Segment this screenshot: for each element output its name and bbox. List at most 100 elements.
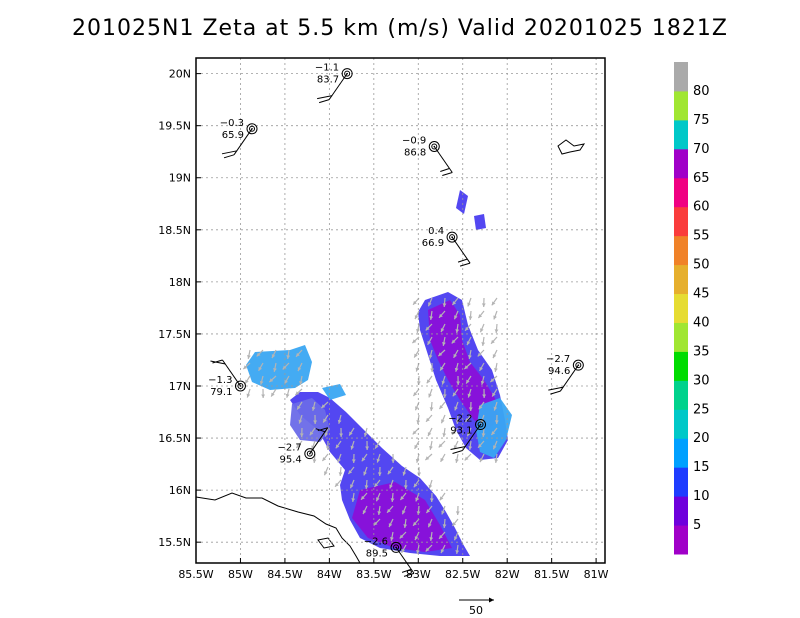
colorbar-label: 25 <box>693 402 710 417</box>
colorbar: 5 10 15 20 25 30 35 40 45 50 55 60 65 70 75 80 <box>674 62 710 555</box>
y-tick-label: 18N <box>169 276 191 289</box>
colorbar-label: 5 <box>693 518 701 533</box>
colorbar-label: 45 <box>693 287 710 302</box>
wind-vector <box>242 362 251 370</box>
wind-vector <box>403 518 408 528</box>
wind-vector <box>455 323 460 333</box>
station-value-bottom: 83.7 <box>317 75 339 86</box>
wind-vector <box>246 388 251 398</box>
wind-vector <box>442 388 447 399</box>
wind-vector <box>415 453 420 463</box>
wind-vector <box>286 349 291 359</box>
colorbar-swatch <box>674 380 688 410</box>
wind-vector <box>429 440 433 450</box>
wind-vector <box>320 401 329 409</box>
colorbar-swatch <box>674 322 688 352</box>
wind-vector <box>429 401 434 412</box>
x-tick-label: 81.5W <box>534 568 569 581</box>
wind-vector <box>387 466 394 475</box>
wind-vector <box>377 466 382 477</box>
wind-vector <box>479 453 485 463</box>
wind-vector <box>321 453 329 462</box>
wind-vector <box>492 440 498 450</box>
colorbar-label: 60 <box>693 200 710 215</box>
wind-vector <box>490 336 498 345</box>
wind-vector <box>351 453 356 464</box>
x-tick-label: 84W <box>317 568 342 581</box>
wind-vector <box>414 310 420 320</box>
wind-vector <box>403 479 408 490</box>
zeta-region-9 <box>322 384 346 400</box>
station-plot: −0.986.8 <box>402 136 453 176</box>
x-tick-label: 85.5W <box>178 568 213 581</box>
colorbar-swatch <box>674 467 688 497</box>
wind-vector <box>477 349 485 357</box>
wind-vector <box>334 479 342 488</box>
y-tick-label: 16.5N <box>158 432 191 445</box>
wind-vector <box>430 362 435 373</box>
wind-vector <box>425 414 433 423</box>
wind-vector <box>376 453 381 463</box>
wind-vector <box>339 427 344 438</box>
colorbar-swatch <box>674 293 688 323</box>
wind-barb-icon <box>462 424 481 451</box>
wind-vector <box>453 440 459 450</box>
wind-vector <box>311 401 316 411</box>
wind-vector <box>349 479 355 489</box>
station-marker-icon <box>446 231 458 243</box>
wind-vector <box>416 375 421 386</box>
colorbar-label: 20 <box>693 431 710 446</box>
y-tick-label: 19.5N <box>158 120 191 133</box>
wind-vector <box>429 492 434 503</box>
station-value-top: −1.3 <box>208 375 232 386</box>
wind-vector <box>299 375 303 385</box>
wind-vector <box>350 440 355 450</box>
wind-vector <box>388 518 394 528</box>
x-tick-label: 84.5W <box>267 568 302 581</box>
wind-vector <box>348 427 355 436</box>
station-plot: −0.365.9 <box>220 118 258 159</box>
station-value-bottom: 89.5 <box>366 548 388 559</box>
wind-vector <box>441 505 446 515</box>
wind-vector <box>455 453 459 463</box>
wind-vector <box>363 427 368 437</box>
colorbar-label: 70 <box>693 142 710 157</box>
wind-vector <box>463 362 472 370</box>
wind-vector <box>464 323 472 332</box>
wind-vector <box>337 453 342 463</box>
wind-vector <box>466 427 472 437</box>
wind-vector <box>402 466 407 476</box>
colorbar-swatch <box>674 148 688 179</box>
colorbar-label: 50 <box>693 258 710 273</box>
x-tick-label: 81W <box>584 568 609 581</box>
colorbar-label: 10 <box>693 489 710 504</box>
wind-vector <box>451 336 459 344</box>
wind-vector <box>273 362 277 372</box>
y-tick-label: 20N <box>169 68 191 81</box>
wind-vector <box>311 440 316 450</box>
reference-vector: 50 <box>459 597 494 617</box>
wind-vector <box>468 349 472 359</box>
colorbar-swatch <box>674 409 688 439</box>
wind-vector <box>414 440 420 450</box>
wind-vector <box>491 297 498 306</box>
wind-vector <box>375 492 381 502</box>
wind-vector <box>296 401 303 410</box>
y-tick-label: 17.5N <box>158 328 191 341</box>
wind-vector <box>413 349 420 358</box>
colorbar-swatch <box>674 235 688 266</box>
x-tick-label: 83.5W <box>356 568 391 581</box>
colorbar-label: 75 <box>693 113 710 128</box>
wind-vector <box>455 505 460 516</box>
station-value-bottom: 79.1 <box>210 387 232 398</box>
station-value-top: −2.2 <box>448 414 472 425</box>
station-marker-icon <box>234 380 246 392</box>
station-value-top: −2.7 <box>278 443 302 454</box>
wind-vector <box>451 427 459 436</box>
wind-vector <box>335 440 342 449</box>
wind-vector <box>494 323 499 334</box>
station-marker-icon <box>390 541 402 553</box>
wind-vector <box>455 544 460 554</box>
wind-vector <box>452 388 459 397</box>
